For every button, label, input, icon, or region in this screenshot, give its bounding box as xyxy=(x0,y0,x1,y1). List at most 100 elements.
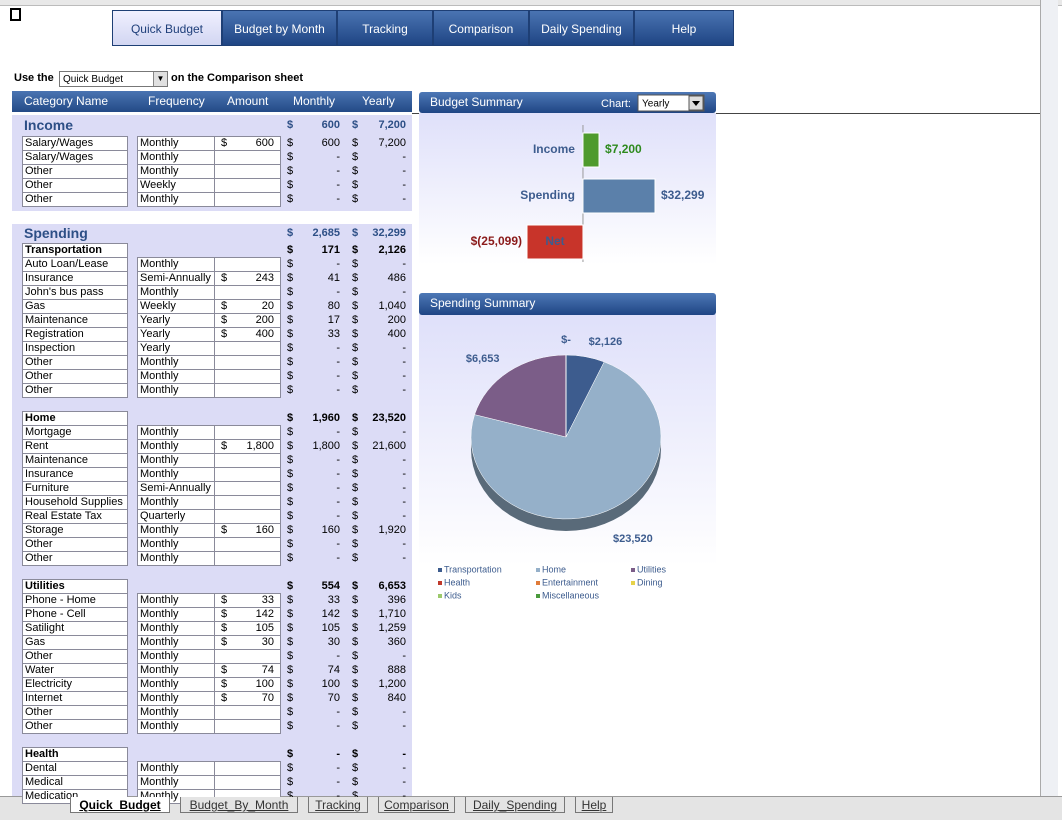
category-cell[interactable]: Salary/Wages xyxy=(22,136,128,151)
sheet-tab[interactable]: Help xyxy=(575,797,613,813)
frequency-cell[interactable]: Monthly xyxy=(137,607,215,622)
frequency-cell[interactable]: Monthly xyxy=(137,192,215,207)
frequency-cell[interactable]: Monthly xyxy=(137,257,215,272)
category-cell[interactable]: Internet xyxy=(22,691,128,706)
frequency-cell[interactable]: Weekly xyxy=(137,178,215,193)
frequency-cell[interactable]: Semi-Annually xyxy=(137,271,215,286)
amount-cell[interactable] xyxy=(214,355,281,370)
frequency-cell[interactable]: Weekly xyxy=(137,299,215,314)
amount-cell[interactable] xyxy=(214,775,281,790)
frequency-cell[interactable]: Monthly xyxy=(137,677,215,692)
amount-cell[interactable] xyxy=(214,761,281,776)
frequency-cell[interactable]: Monthly xyxy=(137,369,215,384)
frequency-cell[interactable]: Monthly xyxy=(137,705,215,720)
category-cell[interactable]: Inspection xyxy=(22,341,128,356)
category-cell[interactable]: Other xyxy=(22,192,128,207)
nav-tab[interactable]: Quick Budget xyxy=(112,10,222,46)
frequency-cell[interactable]: Semi-Annually xyxy=(137,481,215,496)
amount-cell[interactable] xyxy=(214,453,281,468)
sheet-tab[interactable]: Tracking xyxy=(308,797,368,813)
category-cell[interactable]: Registration xyxy=(22,327,128,342)
category-cell[interactable]: Other xyxy=(22,705,128,720)
category-cell[interactable]: Mortgage xyxy=(22,425,128,440)
frequency-cell[interactable]: Yearly xyxy=(137,313,215,328)
sheet-dropdown[interactable]: Quick Budget xyxy=(59,71,168,87)
category-cell[interactable]: Water xyxy=(22,663,128,678)
amount-cell[interactable] xyxy=(214,383,281,398)
frequency-cell[interactable]: Monthly xyxy=(137,691,215,706)
category-cell[interactable]: Dental xyxy=(22,761,128,776)
amount-cell[interactable] xyxy=(214,341,281,356)
nav-tab[interactable]: Budget by Month xyxy=(222,10,337,46)
category-cell[interactable]: Electricity xyxy=(22,677,128,692)
nav-tab[interactable]: Help xyxy=(634,10,734,46)
nav-tab[interactable]: Comparison xyxy=(433,10,529,46)
amount-cell[interactable] xyxy=(214,551,281,566)
frequency-cell[interactable]: Monthly xyxy=(137,649,215,664)
sheet-tab[interactable]: Daily_Spending xyxy=(465,797,565,813)
chart-dropdown[interactable] xyxy=(637,94,705,112)
category-cell[interactable]: Insurance xyxy=(22,467,128,482)
category-cell[interactable]: Other xyxy=(22,355,128,370)
category-cell[interactable]: Insurance xyxy=(22,271,128,286)
frequency-cell[interactable]: Yearly xyxy=(137,327,215,342)
category-cell[interactable]: Other xyxy=(22,719,128,734)
category-cell[interactable]: Other xyxy=(22,649,128,664)
frequency-cell[interactable]: Yearly xyxy=(137,341,215,356)
vertical-scrollbar[interactable] xyxy=(1040,0,1058,796)
nav-tab[interactable]: Tracking xyxy=(337,10,433,46)
frequency-cell[interactable]: Monthly xyxy=(137,761,215,776)
category-cell[interactable]: Rent xyxy=(22,439,128,454)
frequency-cell[interactable]: Monthly xyxy=(137,495,215,510)
category-cell[interactable]: Other xyxy=(22,383,128,398)
amount-cell[interactable] xyxy=(214,369,281,384)
category-cell[interactable]: Other xyxy=(22,551,128,566)
nav-tab[interactable]: Daily Spending xyxy=(529,10,634,46)
frequency-cell[interactable]: Monthly xyxy=(137,523,215,538)
amount-cell[interactable] xyxy=(214,495,281,510)
frequency-cell[interactable]: Monthly xyxy=(137,383,215,398)
category-cell[interactable]: Furniture xyxy=(22,481,128,496)
sheet-tab[interactable]: Comparison xyxy=(378,797,455,813)
frequency-cell[interactable]: Monthly xyxy=(137,467,215,482)
category-cell[interactable]: Household Supplies xyxy=(22,495,128,510)
frequency-cell[interactable]: Monthly xyxy=(137,285,215,300)
frequency-cell[interactable]: Monthly xyxy=(137,551,215,566)
amount-cell[interactable] xyxy=(214,257,281,272)
frequency-cell[interactable]: Monthly xyxy=(137,719,215,734)
frequency-cell[interactable]: Monthly xyxy=(137,663,215,678)
frequency-cell[interactable]: Monthly xyxy=(137,621,215,636)
category-cell[interactable]: Maintenance xyxy=(22,453,128,468)
frequency-cell[interactable]: Monthly xyxy=(137,136,215,151)
amount-cell[interactable] xyxy=(214,705,281,720)
frequency-cell[interactable]: Monthly xyxy=(137,439,215,454)
frequency-cell[interactable]: Monthly xyxy=(137,593,215,608)
amount-cell[interactable] xyxy=(214,425,281,440)
category-cell[interactable]: Other xyxy=(22,178,128,193)
amount-cell[interactable] xyxy=(214,509,281,524)
amount-cell[interactable] xyxy=(214,649,281,664)
chart-option[interactable]: Yearly xyxy=(642,99,669,110)
frequency-cell[interactable]: Monthly xyxy=(137,453,215,468)
amount-cell[interactable] xyxy=(214,467,281,482)
sheet-tab[interactable]: Quick_Budget xyxy=(70,797,170,813)
frequency-cell[interactable]: Monthly xyxy=(137,425,215,440)
category-cell[interactable]: Gas xyxy=(22,299,128,314)
frequency-cell[interactable]: Quarterly xyxy=(137,509,215,524)
amount-cell[interactable] xyxy=(214,481,281,496)
category-cell[interactable]: Other xyxy=(22,537,128,552)
category-cell[interactable]: Real Estate Tax xyxy=(22,509,128,524)
category-cell[interactable]: Storage xyxy=(22,523,128,538)
amount-cell[interactable] xyxy=(214,164,281,179)
category-cell[interactable]: Maintenance xyxy=(22,313,128,328)
category-cell[interactable]: Salary/Wages xyxy=(22,150,128,165)
amount-cell[interactable] xyxy=(214,537,281,552)
category-cell[interactable]: Medical xyxy=(22,775,128,790)
category-cell[interactable]: John's bus pass xyxy=(22,285,128,300)
amount-cell[interactable] xyxy=(214,285,281,300)
frequency-cell[interactable]: Monthly xyxy=(137,150,215,165)
dropdown-arrow[interactable]: ▼ xyxy=(153,72,167,86)
category-cell[interactable]: Phone - Cell xyxy=(22,607,128,622)
frequency-cell[interactable]: Monthly xyxy=(137,537,215,552)
amount-cell[interactable] xyxy=(214,150,281,165)
